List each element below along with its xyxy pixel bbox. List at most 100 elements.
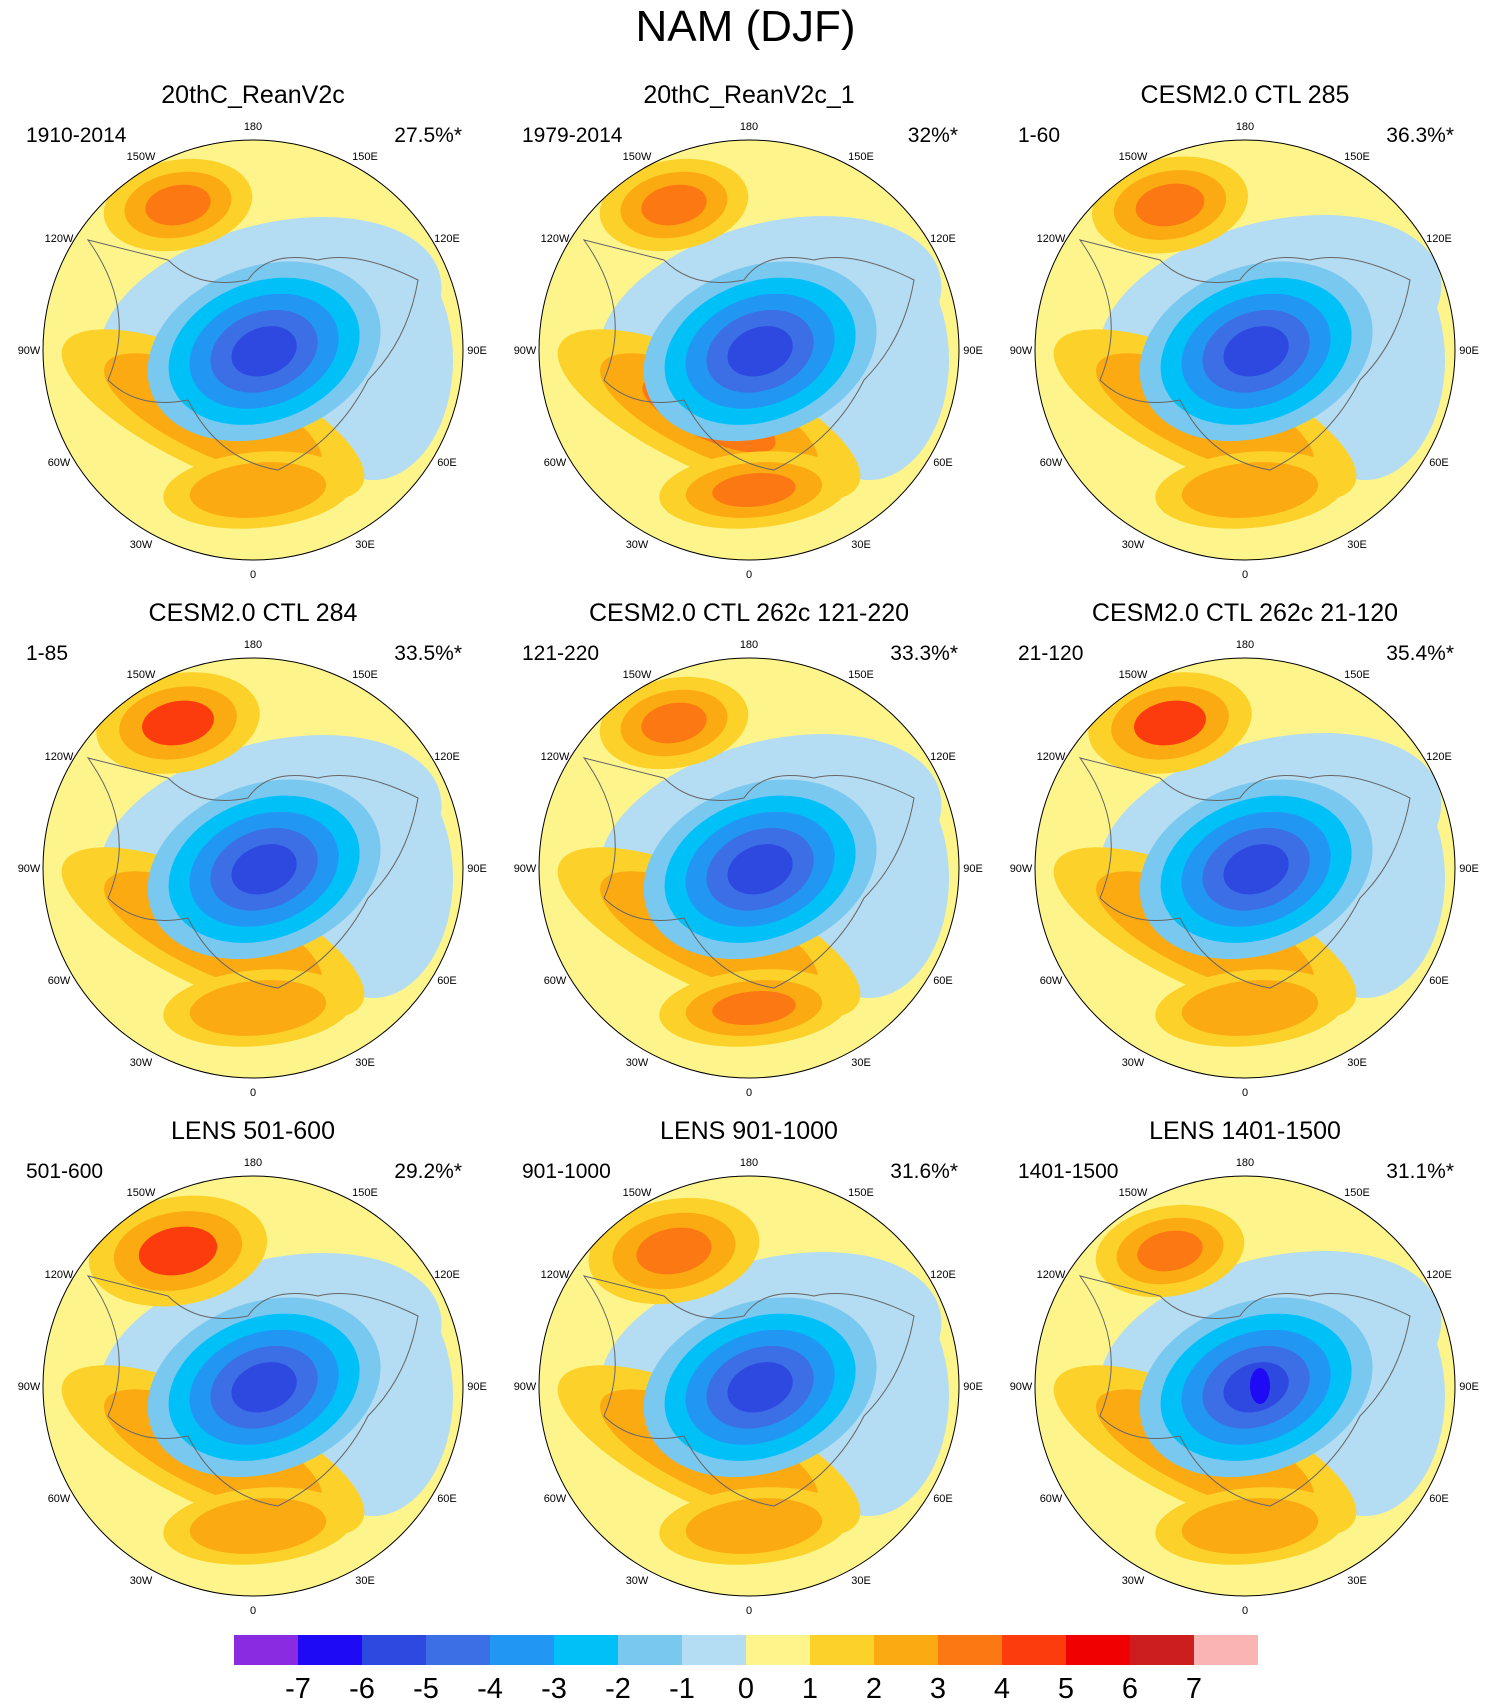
longitude-label: 120E	[1426, 1269, 1452, 1281]
longitude-label: 0	[250, 1087, 256, 1099]
longitude-label: 60W	[544, 975, 567, 987]
longitude-label: 60W	[544, 1493, 567, 1505]
colorbar-tick-label: 4	[993, 1673, 1011, 1705]
colorbar-swatch	[490, 1635, 554, 1665]
longitude-label: 150E	[848, 1187, 874, 1199]
longitude-label: 120W	[1037, 233, 1066, 245]
map-panel-lens-1401-1500: 180 150E 120E 90E 60E 30E 0 30W 60W 90W 120W 150W L…	[1010, 1116, 1480, 1621]
map-border	[1034, 1175, 1456, 1597]
longitude-label: 120E	[1426, 233, 1452, 245]
longitude-label: 90E	[1459, 863, 1479, 875]
longitude-label: 0	[746, 569, 752, 581]
coastline-outline	[1078, 1275, 1411, 1507]
longitude-label: 0	[746, 1605, 752, 1617]
colorbar-tick-label: 2	[865, 1673, 883, 1705]
panel-title: 20thC_ReanV2c_1	[643, 81, 855, 109]
longitude-label: 120E	[434, 751, 460, 763]
panel-period: 1-60	[1018, 124, 1061, 147]
colorbar-swatch	[746, 1635, 810, 1665]
colorbar-tick-label: 1	[801, 1673, 819, 1705]
polar-stereographic-map: 180 150E 120E 90E 60E 30E 0 30W 60W 90W 120W 150W	[1010, 121, 1479, 581]
longitude-label: 30W	[626, 1057, 649, 1069]
longitude-label: 30E	[355, 1575, 375, 1587]
longitude-label: 150E	[1344, 669, 1370, 681]
colorbar-swatch	[874, 1635, 938, 1665]
longitude-label: 30E	[1347, 1057, 1367, 1069]
polar-stereographic-map: 180 150E 120E 90E 60E 30E 0 30W 60W 90W 120W 150W	[18, 1157, 487, 1617]
longitude-label: 90W	[18, 345, 41, 357]
longitude-label: 90E	[467, 863, 487, 875]
longitude-label: 60E	[437, 457, 457, 469]
longitude-label: 90E	[467, 345, 487, 357]
longitude-label: 30W	[130, 1057, 153, 1069]
longitude-label: 120E	[434, 233, 460, 245]
longitude-label: 150W	[1119, 669, 1148, 681]
longitude-label: 90E	[963, 863, 983, 875]
panel-title: CESM2.0 CTL 262c 121-220	[588, 599, 910, 627]
colorbar-tick-label: 7	[1185, 1673, 1203, 1705]
polar-stereographic-map: 180 150E 120E 90E 60E 30E 0 30W 60W 90W 120W 150W	[1010, 1157, 1479, 1617]
longitude-label: 0	[1242, 1087, 1248, 1099]
colorbar-tick-label: 5	[1057, 1673, 1075, 1705]
longitude-label: 120E	[434, 1269, 460, 1281]
colorbar-tick-label: -7	[285, 1673, 311, 1705]
longitude-label: 30E	[851, 1575, 871, 1587]
panel-period: 1-85	[26, 642, 69, 665]
colorbar-swatch	[1194, 1635, 1258, 1665]
map-border	[42, 139, 464, 561]
map-panel-lens-501-600: 180 150E 120E 90E 60E 30E 0 30W 60W 90W 120W 150W L…	[18, 1116, 488, 1621]
map-border	[538, 139, 960, 561]
longitude-label: 150W	[1119, 151, 1148, 163]
longitude-label: 30W	[130, 539, 153, 551]
panel-variance: 32%*	[907, 124, 958, 147]
longitude-label: 90W	[1010, 863, 1033, 875]
panel-title: CESM2.0 CTL 284	[148, 599, 358, 627]
longitude-label: 150W	[127, 669, 156, 681]
longitude-label: 150E	[848, 151, 874, 163]
panel-title: CESM2.0 CTL 262c 21-120	[1091, 599, 1399, 627]
colorbar-tick-label: -5	[413, 1673, 439, 1705]
longitude-label: 90E	[1459, 345, 1479, 357]
longitude-label: 90W	[1010, 1381, 1033, 1393]
longitude-label: 30E	[1347, 539, 1367, 551]
coastline-outline	[582, 757, 915, 989]
colorbar-swatch	[1002, 1635, 1066, 1665]
longitude-label: 90E	[963, 345, 983, 357]
map-border	[1034, 139, 1456, 561]
panel-period: 901-1000	[522, 1160, 611, 1183]
colorbar-swatch	[938, 1635, 1002, 1665]
longitude-label: 120W	[541, 751, 570, 763]
panel-period: 121-220	[522, 642, 600, 665]
longitude-label: 120W	[45, 751, 74, 763]
colorbar-tick-label: 0	[737, 1673, 755, 1705]
coastline-outline	[86, 1275, 419, 1507]
longitude-label: 180	[244, 1157, 262, 1169]
map-panel-cesm2-ctl-285: 180 150E 120E 90E 60E 30E 0 30W 60W 90W 120W 150W C…	[1010, 80, 1480, 585]
longitude-label: 150E	[352, 1187, 378, 1199]
panel-period: 501-600	[26, 1160, 104, 1183]
map-border	[42, 1175, 464, 1597]
longitude-label: 180	[1236, 121, 1254, 133]
map-panel-lens-901-1000: 180 150E 120E 90E 60E 30E 0 30W 60W 90W 120W 150W L…	[514, 1116, 984, 1621]
longitude-label: 90W	[514, 1381, 537, 1393]
coastline-outline	[582, 239, 915, 471]
colorbar-legend: -7 -6 -5 -4 -3 -2 -1 0 1 2 3 4 5 6 7	[234, 1635, 1258, 1705]
longitude-label: 150W	[623, 151, 652, 163]
longitude-label: 150W	[127, 151, 156, 163]
coastline-outline	[86, 239, 419, 471]
coastline-outline	[582, 1275, 915, 1507]
longitude-label: 120E	[930, 1269, 956, 1281]
longitude-label: 60W	[1040, 975, 1063, 987]
longitude-label: 180	[244, 639, 262, 651]
coastline-outline	[1078, 757, 1411, 989]
longitude-label: 30E	[1347, 1575, 1367, 1587]
longitude-label: 90W	[514, 345, 537, 357]
longitude-label: 180	[1236, 639, 1254, 651]
panel-variance: 33.5%*	[394, 642, 462, 665]
longitude-label: 60W	[48, 457, 71, 469]
longitude-label: 120E	[930, 751, 956, 763]
longitude-label: 60E	[1429, 457, 1449, 469]
longitude-label: 120W	[45, 233, 74, 245]
longitude-label: 150E	[1344, 1187, 1370, 1199]
panel-title: LENS 1401-1500	[1149, 1117, 1341, 1145]
